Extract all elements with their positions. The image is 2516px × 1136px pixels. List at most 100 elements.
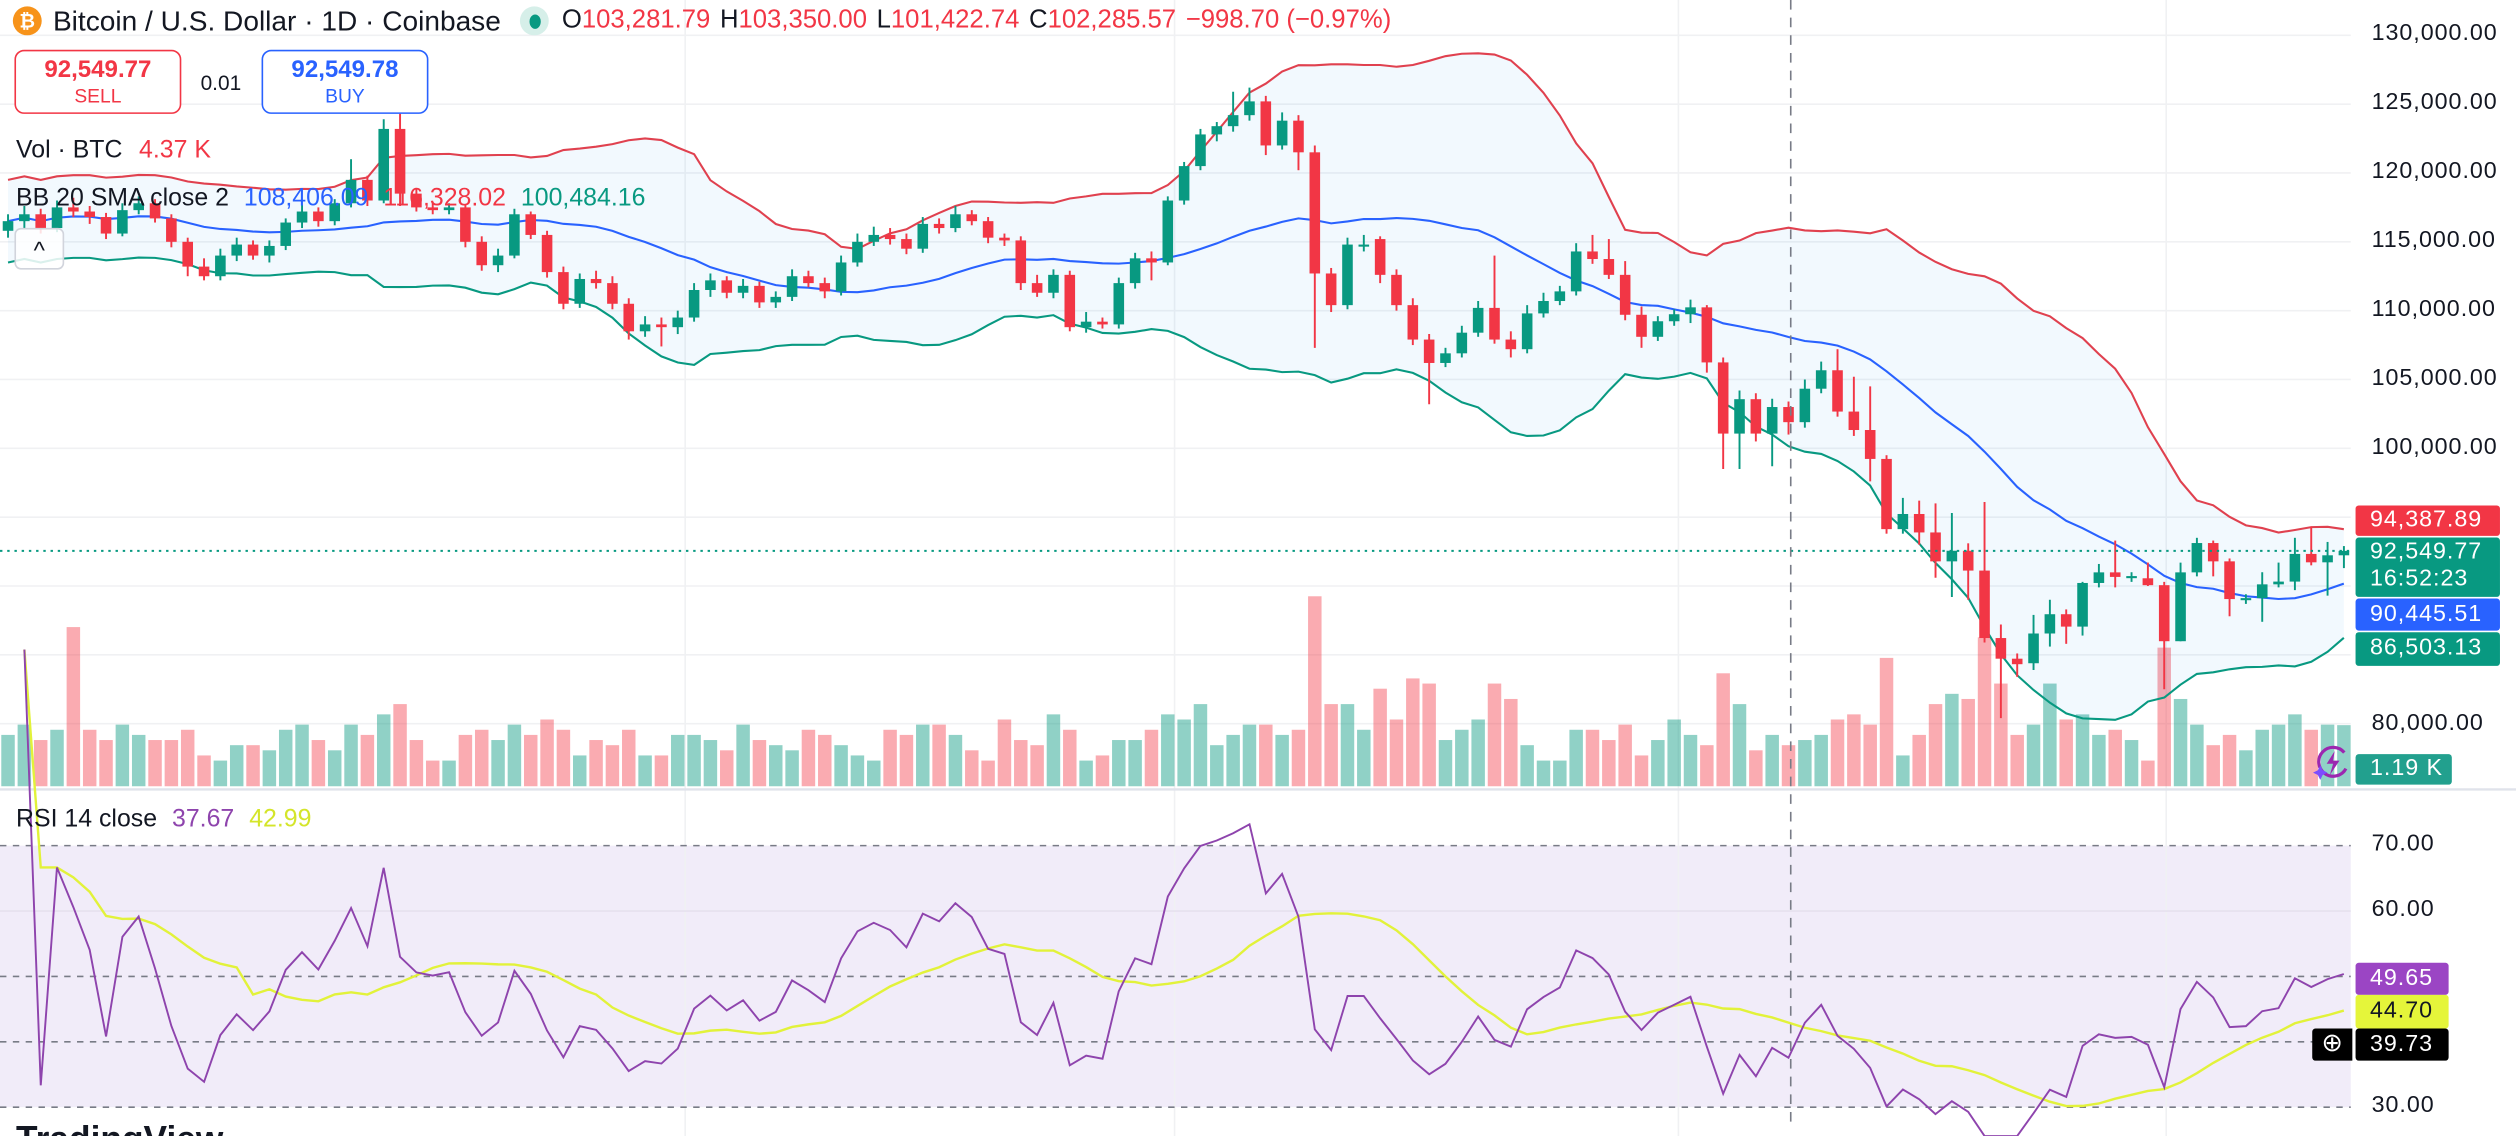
volume-bar [932, 724, 946, 787]
candle-body [803, 276, 814, 284]
candle-body [1734, 399, 1745, 434]
lightning-assistant-icon[interactable] [2312, 743, 2351, 782]
candle-body [1309, 152, 1321, 274]
candle-body [411, 193, 422, 208]
candle-body [2289, 553, 2301, 582]
bitcoin-icon: ₿ [12, 6, 42, 36]
volume-bar [1683, 734, 1698, 787]
candle-body [721, 280, 733, 293]
candle-body [1325, 273, 1337, 306]
bb-legend-label: BB 20 SMA close 2 [16, 184, 229, 212]
volume-legend[interactable]: Vol · BTC 4.37 K [16, 136, 211, 165]
candle-body [672, 317, 684, 328]
volume-bar [1242, 724, 1257, 787]
candle-body [1391, 274, 1402, 306]
buy-label: BUY [325, 85, 365, 108]
candle-body [1799, 388, 1811, 423]
candle-body [1717, 362, 1729, 434]
volume-bar [1275, 734, 1289, 787]
candle-body [999, 237, 1010, 241]
volume-bar [425, 760, 440, 787]
volume-bar [2320, 724, 2335, 787]
bb-upper-price-tag: 94,387.89 [2355, 505, 2500, 536]
candle-body [1260, 101, 1272, 146]
price-tick: 120,000.00 [2371, 158, 2498, 185]
candle-body [1162, 200, 1174, 263]
candle-body [1554, 291, 1566, 302]
candle-body [84, 211, 95, 218]
collapse-legend-button[interactable]: ^ [14, 227, 65, 270]
candle-body [1881, 458, 1892, 530]
candle-body [1489, 307, 1500, 340]
candle-body [2126, 576, 2137, 579]
volume-bar [1128, 740, 1142, 787]
volume-bar [2288, 714, 2302, 787]
candle-body [19, 214, 30, 222]
volume-bar [801, 729, 816, 787]
volume-bar [1357, 729, 1371, 787]
sell-price: 92,549.77 [44, 56, 152, 84]
volume-bar [1732, 704, 1747, 787]
volume-bar [883, 729, 897, 787]
sell-button[interactable]: 92,549.77 SELL [14, 49, 182, 114]
price-tick: 80,000.00 [2371, 710, 2484, 737]
volume-bar [1406, 678, 1420, 787]
volume-bar [2108, 729, 2122, 787]
volume-bar [1389, 719, 1404, 787]
candle-body [933, 223, 945, 229]
volume-bar [1014, 740, 1028, 787]
symbol-title[interactable]: Bitcoin / U.S. Dollar · 1D · Coinbase [52, 4, 501, 37]
volume-bar [720, 750, 734, 787]
candle-body [966, 214, 978, 222]
candle-body [2256, 584, 2268, 599]
rsi-ma-line [23, 649, 2345, 1108]
candle-body [1930, 532, 1941, 562]
volume-bar [491, 740, 505, 787]
volume-bar [1438, 740, 1453, 787]
candle-body [1979, 570, 1990, 639]
volume-bar [654, 755, 669, 787]
volume-bar [769, 745, 783, 787]
volume-bar [1814, 734, 1828, 787]
volume-bar [376, 714, 391, 787]
crosshair-value-tag: 39.73 [2355, 1028, 2449, 1061]
volume-bar [948, 734, 963, 787]
volume-bar [1291, 729, 1306, 787]
candle-body [2224, 561, 2235, 600]
volume-bar [1912, 734, 1926, 787]
tradingview-logo[interactable]: TradingView [16, 1118, 223, 1136]
candle-body [1440, 353, 1451, 363]
candle-body [1766, 407, 1778, 434]
volume-bar [278, 729, 293, 787]
volume-bar [409, 740, 424, 787]
candle-body [1587, 251, 1598, 260]
candle-body [558, 272, 569, 304]
bb-upper-value: 116,328.02 [383, 184, 506, 212]
rsi-legend[interactable]: RSI 14 close 37.67 42.99 [16, 806, 311, 835]
candle-body [590, 278, 602, 284]
volume-bar [2059, 719, 2073, 787]
bb-legend[interactable]: BB 20 SMA close 2 108,406.09 116,328.02 … [16, 185, 645, 214]
candle-body [117, 210, 128, 234]
candle-body [509, 214, 520, 256]
volume-bar [736, 724, 750, 787]
candle-body [1848, 411, 1860, 431]
close-value: 102,285.57 [1047, 6, 1177, 34]
volume-bar [1602, 740, 1616, 787]
candle-body [329, 203, 341, 222]
candle-body [149, 203, 161, 219]
volume-bar [115, 724, 130, 787]
candle-body [1015, 240, 1027, 284]
rsi-tick: 30.00 [2371, 1092, 2435, 1119]
plus-circle-icon[interactable]: ⊕ [2312, 1028, 2353, 1061]
candle-body [2028, 633, 2039, 664]
candle-body [476, 241, 488, 266]
candle-body [1832, 370, 1843, 412]
candle-body [1521, 313, 1533, 350]
volume-bar [2092, 734, 2106, 787]
buy-button[interactable]: 92,549.78 BUY [261, 49, 429, 114]
volume-bar [1585, 729, 1600, 787]
candle-body [2044, 614, 2056, 634]
volume-bar [2043, 683, 2057, 787]
